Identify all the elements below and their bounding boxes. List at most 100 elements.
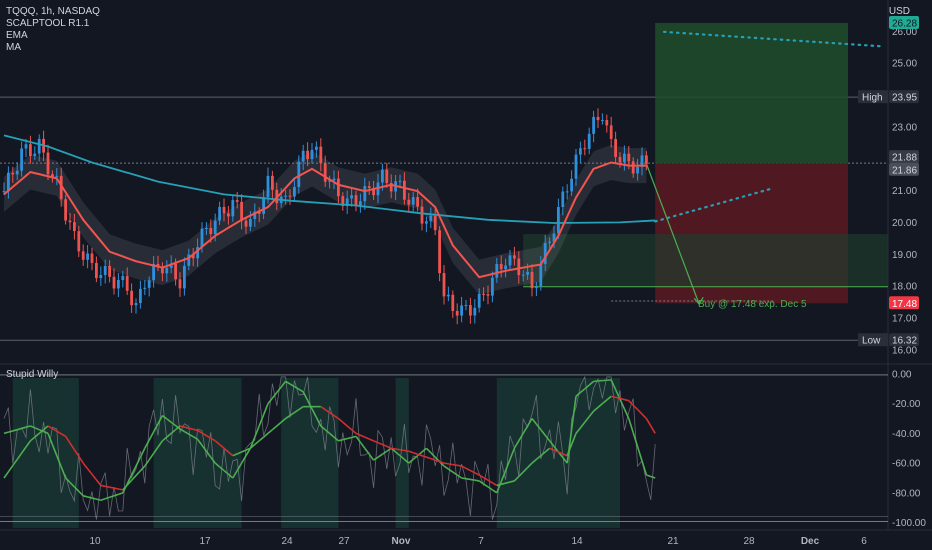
osc-series-0-segment	[452, 471, 458, 476]
time-tick-label: Dec	[801, 536, 820, 547]
osc-series-0-segment	[351, 435, 357, 439]
candle-body	[579, 148, 582, 155]
osc-series-1-segment	[645, 418, 652, 427]
osc-series-1-segment	[601, 399, 608, 405]
osc-series-0-segment	[562, 457, 568, 464]
candle-body	[341, 196, 345, 207]
osc-series-1-segment	[214, 440, 221, 446]
candle-body	[51, 174, 54, 177]
osc-tick-label: -100.00	[892, 518, 926, 529]
osc-series-0-segment	[347, 436, 352, 440]
candle-body	[231, 200, 235, 217]
osc-series-0-segment	[205, 450, 212, 458]
currency-label: USD	[888, 6, 910, 17]
osc-series-0-segment	[179, 428, 185, 433]
osc-series-1-segment	[329, 411, 335, 417]
candle-body	[455, 310, 459, 316]
osc-series-1-segment	[386, 445, 392, 449]
candle-body	[539, 263, 543, 287]
osc-series-0-segment	[575, 391, 581, 397]
subpane-title[interactable]: Stupid Willy	[6, 369, 59, 380]
annotation-text[interactable]: Buy @ 17.48 exp. Dec 5	[698, 299, 807, 310]
candle-body	[81, 251, 85, 260]
candle-body	[530, 271, 534, 289]
osc-series-0-segment	[579, 388, 586, 394]
osc-series-0-segment	[373, 456, 379, 461]
candle-body	[108, 265, 111, 277]
osc-series-1-segment	[219, 443, 225, 449]
time-tick-label: 7	[478, 536, 484, 547]
candle-body	[213, 220, 217, 235]
osc-series-0-segment	[641, 460, 648, 476]
osc-series-1-segment	[91, 473, 98, 481]
ema-line	[3, 161, 647, 279]
osc-series-0-segment	[43, 430, 49, 435]
osc-series-1-segment	[135, 470, 141, 477]
candle-body	[249, 218, 252, 227]
arrow-head	[693, 296, 704, 306]
osc-series-0-segment	[30, 425, 36, 429]
indicator-scalptool[interactable]: SCALPTOOL R1.1	[6, 18, 90, 29]
candle-body	[464, 305, 468, 307]
osc-series-1-segment	[491, 482, 498, 487]
osc-series-0-segment	[478, 480, 485, 485]
osc-series-0-segment	[161, 414, 168, 420]
osc-series-0-segment	[487, 486, 493, 491]
indicator-ema[interactable]: EMA	[6, 30, 28, 41]
osc-series-0-segment	[21, 426, 27, 430]
price-tick-label: 17.00	[892, 314, 917, 325]
candle-body	[46, 152, 50, 175]
osc-series-1-segment	[258, 436, 265, 442]
indicator-ma[interactable]: MA	[6, 42, 21, 53]
osc-series-1-segment	[364, 436, 370, 440]
candle-body	[205, 228, 208, 230]
osc-series-1-segment	[540, 451, 546, 457]
candle-body	[235, 200, 239, 202]
osc-tick-label: -60.00	[892, 459, 921, 470]
price-tag-label: High	[862, 93, 883, 104]
osc-series-1-segment	[122, 484, 128, 491]
osc-series-0-segment	[403, 458, 410, 464]
osc-series-1-segment	[448, 463, 453, 466]
osc-series-1-segment	[430, 457, 436, 461]
candle-body	[345, 198, 349, 207]
osc-series-1-segment	[157, 440, 164, 448]
trend-line-1	[654, 186, 776, 223]
candle-body	[543, 242, 547, 264]
osc-series-1-segment	[100, 484, 106, 488]
osc-series-1-segment	[118, 488, 123, 491]
osc-series-0-segment	[34, 427, 40, 431]
osc-series-0-segment	[109, 495, 115, 499]
candle-body	[587, 133, 591, 149]
candle-body	[7, 172, 10, 192]
osc-series-1-segment	[78, 455, 84, 464]
candle-body	[288, 195, 292, 197]
candle-body	[618, 156, 622, 163]
candle-body	[152, 263, 155, 281]
candle-body	[359, 201, 362, 207]
osc-series-1-segment	[197, 429, 203, 434]
osc-series-1-segment	[597, 403, 603, 408]
candle-body	[73, 222, 76, 232]
price-tag-value: 23.95	[892, 93, 917, 104]
candle-body	[469, 305, 472, 316]
candle-body	[385, 169, 389, 183]
osc-series-0-segment	[96, 498, 101, 502]
osc-series-0-segment	[311, 408, 318, 418]
osc-series-0-segment	[320, 425, 326, 431]
osc-series-1-segment	[412, 451, 418, 455]
osc-series-0-segment	[368, 453, 375, 461]
osc-tick-label: -20.00	[892, 399, 921, 410]
osc-series-0-segment	[570, 396, 577, 430]
price-tag-target	[889, 15, 919, 29]
candle-body	[504, 265, 507, 270]
osc-series-0-segment	[245, 447, 252, 457]
candle-body	[411, 197, 415, 205]
osc-series-1-segment	[579, 421, 586, 429]
osc-series-0-segment	[83, 495, 88, 498]
osc-series-1-segment	[549, 447, 555, 451]
symbol-title[interactable]: TQQQ, 1h, NASDAQ	[6, 6, 100, 17]
candle-body	[117, 280, 120, 289]
osc-series-1-segment	[346, 425, 353, 431]
